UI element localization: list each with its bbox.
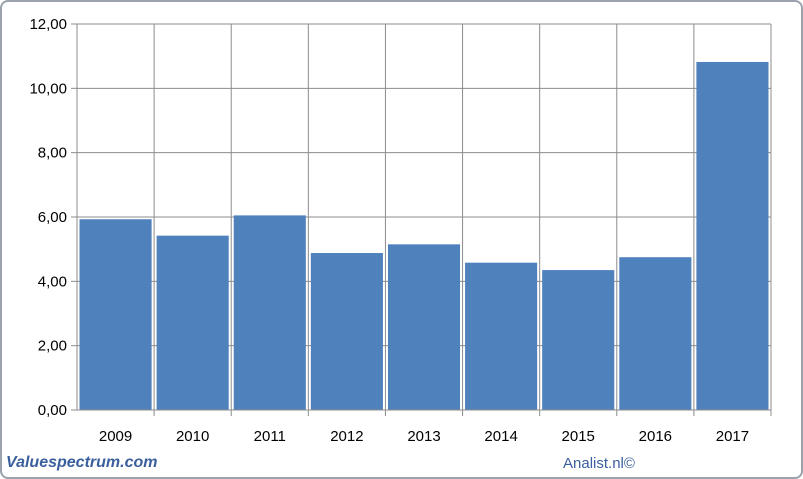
y-tick-label: 12,00 [29, 16, 67, 33]
x-tick-label: 2013 [407, 428, 440, 445]
x-tick-label: 2012 [330, 428, 363, 445]
tick-labels: 0,00 2,00 4,00 6,00 8,00 10,00 12,00 2009 2010 20… [29, 16, 749, 445]
x-tick-label: 2017 [716, 428, 749, 445]
bar-2016 [619, 257, 692, 410]
y-tick-label: 2,00 [38, 338, 67, 355]
bar-2010 [156, 235, 229, 410]
bar-2009 [79, 219, 152, 410]
bar-2015 [542, 270, 615, 410]
x-tick-label: 2015 [562, 428, 595, 445]
brand-watermark: Valuespectrum.com [6, 454, 158, 471]
x-tick-label: 2014 [484, 428, 517, 445]
x-tick-label: 2009 [99, 428, 132, 445]
bar-2012 [310, 253, 383, 410]
y-tick-label: 4,00 [38, 273, 67, 290]
y-tick-label: 0,00 [38, 402, 67, 419]
bar-2013 [387, 244, 461, 410]
axes [71, 23, 771, 411]
y-tick-label: 10,00 [29, 80, 67, 97]
y-tick-label: 8,00 [38, 145, 67, 162]
credit-text: Analist.nl© [563, 455, 635, 472]
bar-2014 [465, 262, 538, 410]
bar-2011 [233, 215, 306, 410]
bar-2017 [696, 61, 769, 410]
x-tick-label: 2016 [639, 428, 672, 445]
x-tick-label: 2011 [254, 428, 286, 445]
x-tick-label: 2010 [176, 428, 209, 445]
y-tick-label: 6,00 [38, 209, 67, 226]
bars [79, 61, 769, 410]
